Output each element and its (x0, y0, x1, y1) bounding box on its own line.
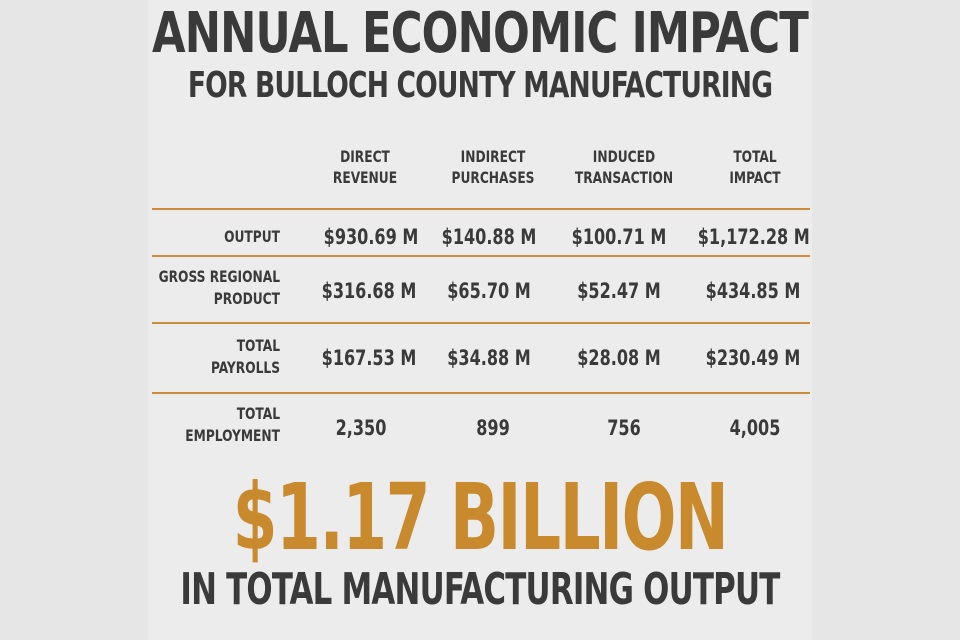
table-cell: $28.08 M (577, 346, 661, 370)
table-divider (152, 208, 810, 210)
row-label-gross-regional-product: GROSS REGIONAL PRODUCT (144, 266, 280, 310)
infographic-panel (148, 0, 812, 640)
table-divider (152, 392, 810, 394)
column-header-line: TOTAL (733, 147, 777, 166)
table-cell: $140.88 M (441, 225, 537, 249)
table-divider (152, 255, 810, 257)
table-cell: $65.70 M (447, 279, 531, 303)
row-label-line: GROSS REGIONAL (158, 267, 280, 286)
table-cell: $930.69 M (323, 225, 419, 249)
table-cell: $434.85 M (705, 279, 801, 303)
headline-caption: IN TOTAL MANUFACTURING OUTPUT (180, 564, 780, 615)
column-header-line: INDIRECT (460, 147, 526, 166)
column-header-line: INDUCED (592, 147, 656, 166)
row-label-line: TOTAL (236, 404, 280, 423)
table-cell: $52.47 M (577, 279, 661, 303)
column-header-line: DIRECT (340, 147, 390, 166)
table-cell: $167.53 M (321, 346, 417, 370)
column-header-line: IMPACT (729, 168, 781, 187)
column-header-direct-revenue: DIRECT REVENUE (310, 146, 421, 188)
row-label-line: PAYROLLS (211, 358, 280, 377)
table-cell: $1,172.28 M (697, 225, 810, 249)
row-label-output: OUTPUT (144, 226, 280, 248)
table-cell: $34.88 M (447, 346, 531, 370)
table-cell: $316.68 M (321, 279, 417, 303)
table-cell: 2,350 (335, 416, 387, 440)
page-title: ANNUAL ECONOMIC IMPACT (152, 1, 809, 66)
table-cell: $100.71 M (571, 225, 667, 249)
row-label-total-employment: TOTAL EMPLOYMENT (144, 403, 280, 447)
table-cell: 756 (607, 416, 641, 440)
column-header-line: REVENUE (332, 168, 398, 187)
column-header-total-impact: TOTAL IMPACT (700, 146, 811, 188)
row-label-total-payrolls: TOTAL PAYROLLS (144, 335, 280, 379)
row-label-line: OUTPUT (224, 227, 280, 246)
column-header-line: PURCHASES (451, 168, 535, 187)
row-label-line: EMPLOYMENT (185, 426, 280, 445)
column-header-indirect-purchases: INDIRECT PURCHASES (438, 146, 549, 188)
column-header-induced-transaction: INDUCED TRANSACTION (569, 146, 680, 188)
table-cell: 899 (476, 416, 510, 440)
row-label-line: TOTAL (236, 336, 280, 355)
row-label-line: PRODUCT (213, 289, 280, 308)
table-cell: $230.49 M (705, 346, 801, 370)
page-subtitle: FOR BULLOCH COUNTY MANUFACTURING (187, 65, 773, 106)
table-cell: 4,005 (729, 416, 781, 440)
headline-value: $1.17 BILLION (232, 464, 729, 571)
table-divider (152, 322, 810, 324)
column-header-line: TRANSACTION (574, 168, 674, 187)
